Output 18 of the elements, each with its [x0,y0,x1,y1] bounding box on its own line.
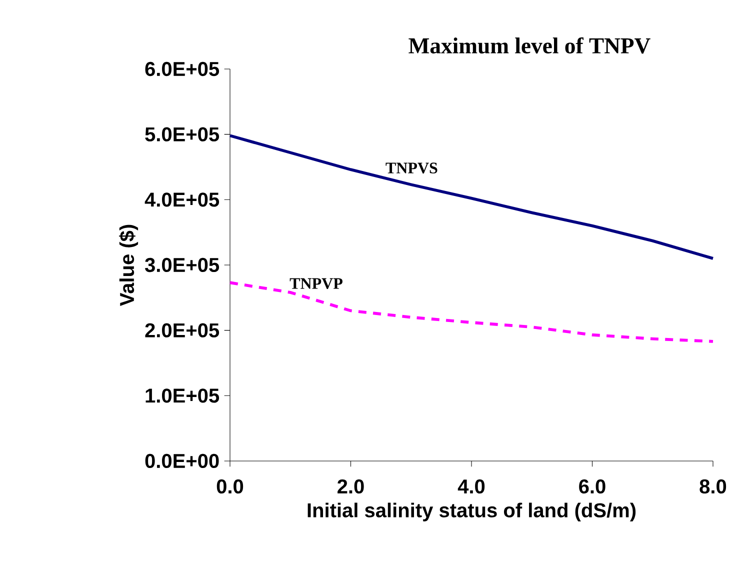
x-tick-label: 4.0 [458,479,485,494]
y-tick-label: 4.0E+05 [144,192,220,207]
x-axis-title: Initial salinity status of land (dS/m) [308,502,636,522]
series-label: TNPVS [386,162,438,174]
chart-title: Maximum level of TNPV [408,37,650,54]
y-tick-label: 0.0E+00 [145,454,219,468]
y-tick-label: 6.0E+05 [145,62,220,76]
line-series [228,134,714,260]
x-tick-label: 8.0 [700,479,726,494]
y-axis-title: Value ($) [119,224,138,306]
y-tick-label: 2.0E+05 [145,323,220,338]
x-tick-label: 6.0 [579,479,606,494]
y-tick-label: 3.0E+05 [144,258,220,272]
y-tick-label: 5.0E+05 [145,127,220,142]
y-tick-label: 1.0E+05 [146,388,220,403]
x-tick-label: 2.0 [338,479,364,494]
series-label: TNPVP [290,278,342,290]
x-tick-label: 0.0 [216,479,244,494]
